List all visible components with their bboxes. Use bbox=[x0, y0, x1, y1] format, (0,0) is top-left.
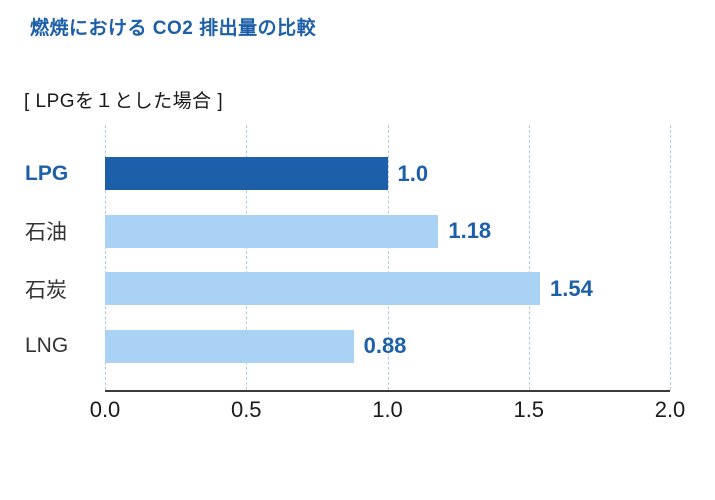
x-tick-label: 0.0 bbox=[89, 397, 121, 422]
gridline bbox=[246, 125, 248, 390]
gridlines bbox=[105, 125, 671, 390]
category-label: 石炭 bbox=[25, 278, 67, 302]
x-tick-label: 2.0 bbox=[654, 397, 686, 422]
x-tick-label: 0.5 bbox=[230, 397, 262, 422]
value-label: 1.18 bbox=[448, 218, 492, 244]
bar-row: 0.88 bbox=[105, 318, 670, 376]
plot-area: 1.0 1.18 1.54 0.88 bbox=[105, 125, 671, 392]
category-label: 石油 bbox=[25, 221, 67, 245]
bar-row: 1.54 bbox=[105, 260, 670, 318]
bar-row: 1.0 bbox=[105, 145, 670, 203]
gridline bbox=[387, 125, 389, 390]
bar bbox=[105, 329, 354, 363]
gridline bbox=[105, 125, 106, 390]
page-title: 燃焼における CO2 排出量の比較 bbox=[30, 18, 317, 39]
category-label: LPG bbox=[25, 161, 69, 185]
chart-subtitle: [ LPGを１とした場合 ] bbox=[24, 91, 224, 112]
bar-row: 1.18 bbox=[105, 203, 670, 261]
gridline bbox=[670, 125, 671, 390]
bar-rows: 1.0 1.18 1.54 0.88 bbox=[105, 145, 670, 375]
x-tick-label: 1.5 bbox=[513, 397, 545, 422]
bar bbox=[105, 214, 439, 248]
category-column: LPG 石油石炭 LNG bbox=[25, 125, 105, 390]
bar bbox=[105, 157, 388, 191]
gridline bbox=[528, 125, 530, 390]
category-label: LNG bbox=[25, 334, 69, 358]
bar bbox=[105, 272, 541, 306]
x-tick-label: 1.0 bbox=[372, 397, 403, 422]
value-label: 0.88 bbox=[363, 333, 407, 359]
x-axis-ticks: 0.0 0.5 1.0 1.5 2.0 bbox=[90, 397, 686, 429]
value-label: 1.54 bbox=[550, 275, 593, 301]
bar-chart: LPG 石油石炭 LNG 1.0 1.18 1.54 0.88 bbox=[25, 125, 671, 392]
value-label: 1.0 bbox=[397, 160, 429, 186]
